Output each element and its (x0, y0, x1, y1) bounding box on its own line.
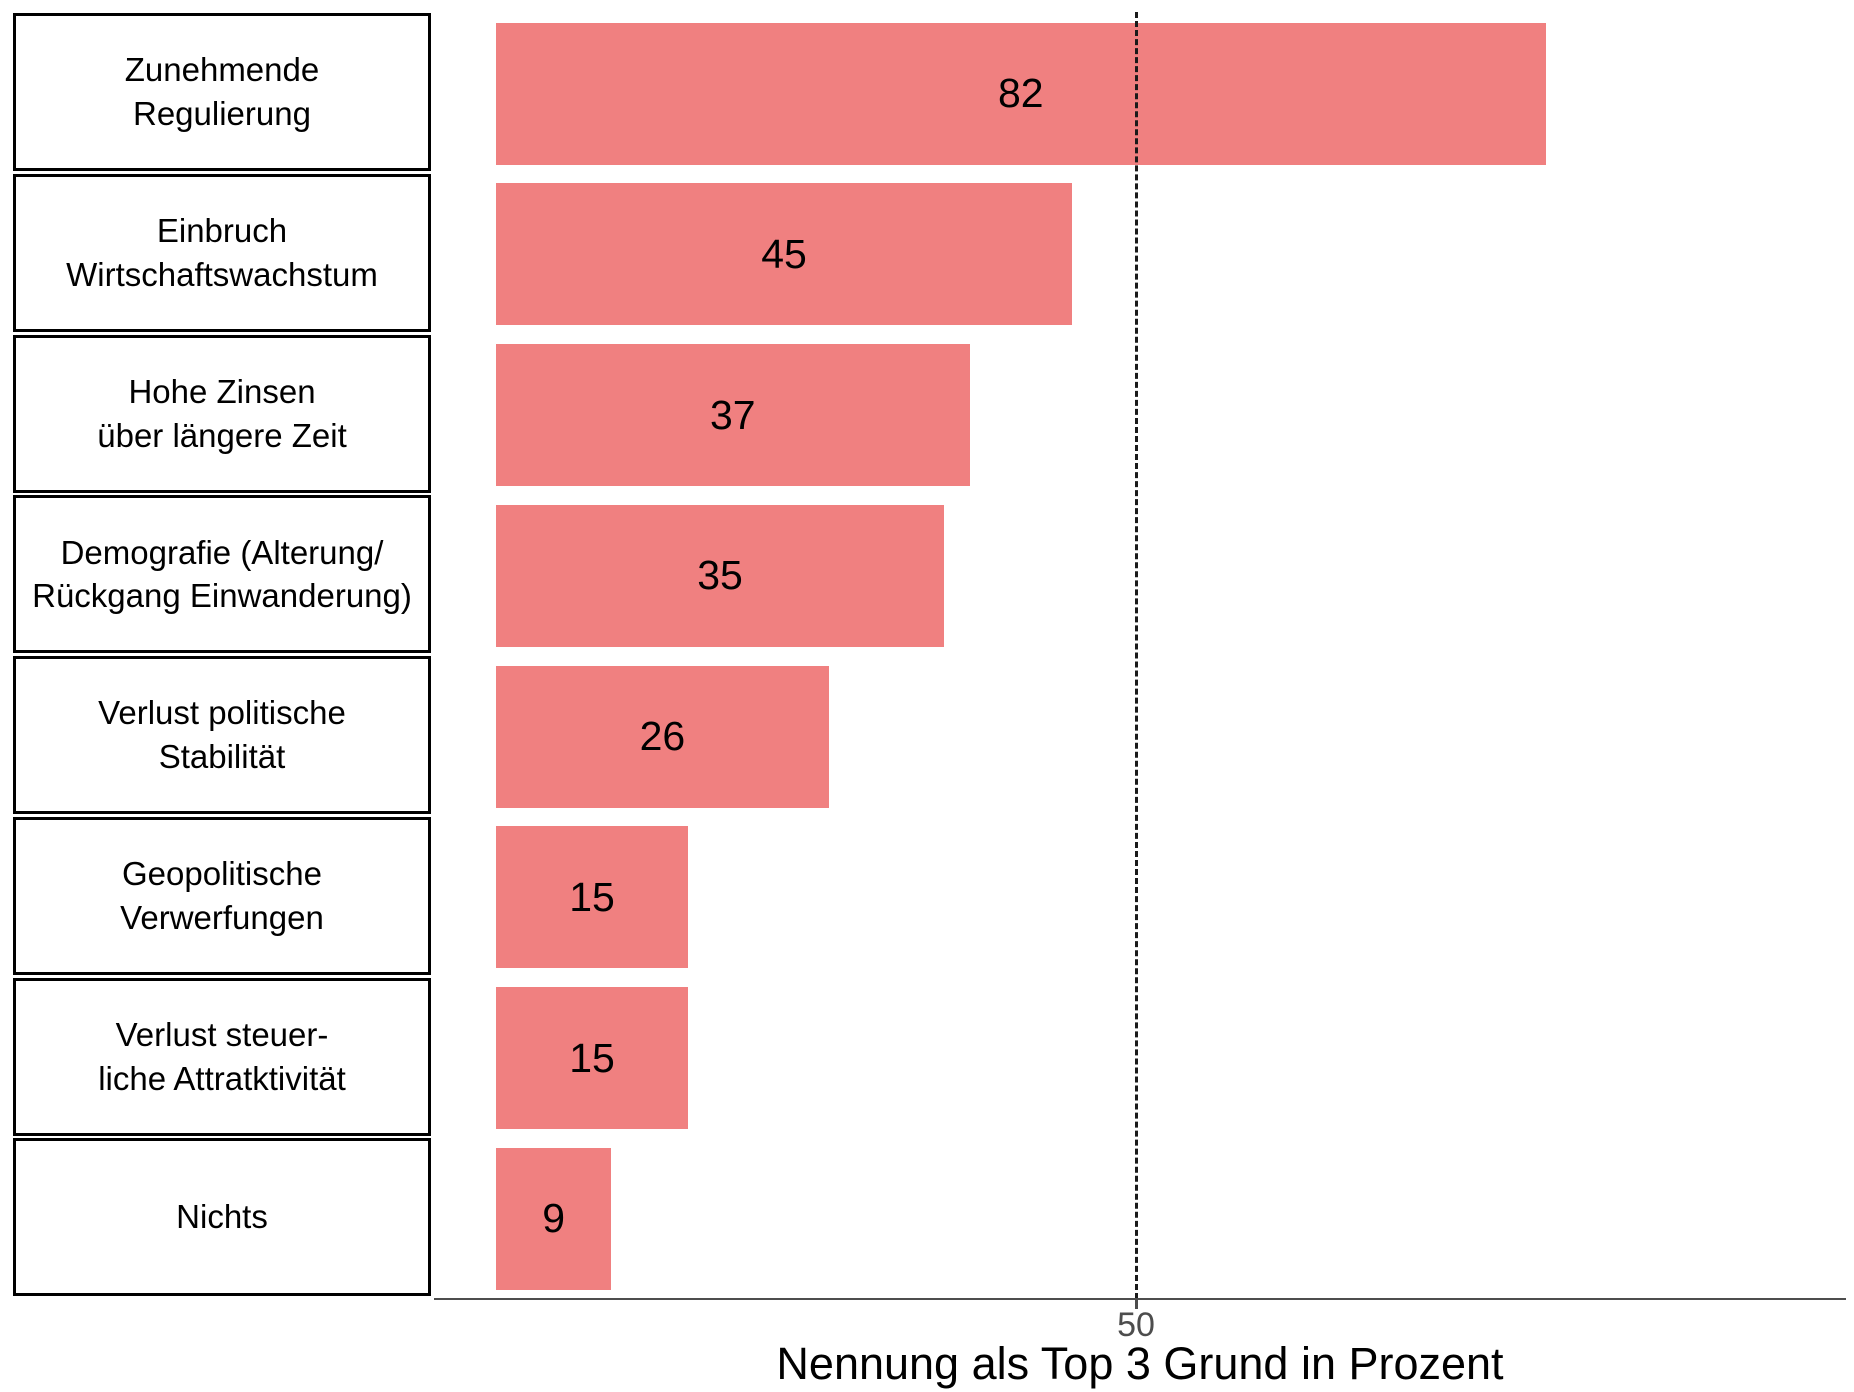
x-axis-tick-50 (1134, 1300, 1138, 1309)
bar-1: 45 (496, 183, 1072, 326)
category-label: Hohe Zinsen über längere Zeit (97, 372, 347, 454)
bar-value-label: 82 (997, 70, 1044, 116)
bar-value-label: 9 (542, 1195, 565, 1242)
x-axis-line (434, 1298, 1846, 1300)
category-label-box: Verlust steuer- liche Attratktivität (13, 977, 431, 1136)
bar-6: 15 (496, 987, 688, 1129)
category-label: Geopolitische Verwerfungen (120, 855, 324, 936)
bar-0: 82 (496, 22, 1546, 165)
category-label: Verlust politische Stabilität (98, 694, 346, 775)
category-label-box: Hohe Zinsen über längere Zeit (13, 334, 431, 493)
bar-7: 9 (496, 1147, 612, 1290)
bar-5: 15 (496, 826, 688, 969)
category-label: Verlust steuer- liche Attratktivität (98, 1015, 346, 1097)
bar-3: 35 (496, 504, 944, 647)
x-tick-label-50: 50 (1117, 1306, 1155, 1344)
reference-line-50 (1134, 12, 1138, 1299)
category-label: Einbruch Wirtschaftswachstum (66, 212, 378, 293)
bar-value-label: 37 (709, 391, 756, 438)
bar-4: 26 (496, 665, 829, 808)
category-label-box: Zunehmende Regulierung (13, 13, 431, 171)
category-label: Demografie (Alterung/ Rückgang Einwander… (32, 533, 412, 615)
category-label: Zunehmende Regulierung (124, 51, 320, 132)
category-label-box: Nichts (13, 1138, 431, 1297)
category-label: Nichts (176, 1198, 268, 1236)
bar-2: 37 (496, 344, 970, 486)
bar-value-label: 26 (639, 713, 686, 759)
category-label-box: Demografie (Alterung/ Rückgang Einwander… (13, 495, 431, 654)
bar-value-label: 15 (569, 873, 615, 920)
bar-value-label: 35 (697, 552, 743, 599)
x-axis-title: Nennung als Top 3 Grund in Prozent (776, 1338, 1504, 1389)
category-label-box: Einbruch Wirtschaftswachstum (13, 173, 431, 332)
bar-value-label: 15 (569, 1034, 615, 1081)
category-label-box: Geopolitische Verwerfungen (13, 816, 431, 975)
bar-value-label: 45 (761, 230, 807, 277)
category-label-box: Verlust politische Stabilität (13, 656, 431, 814)
